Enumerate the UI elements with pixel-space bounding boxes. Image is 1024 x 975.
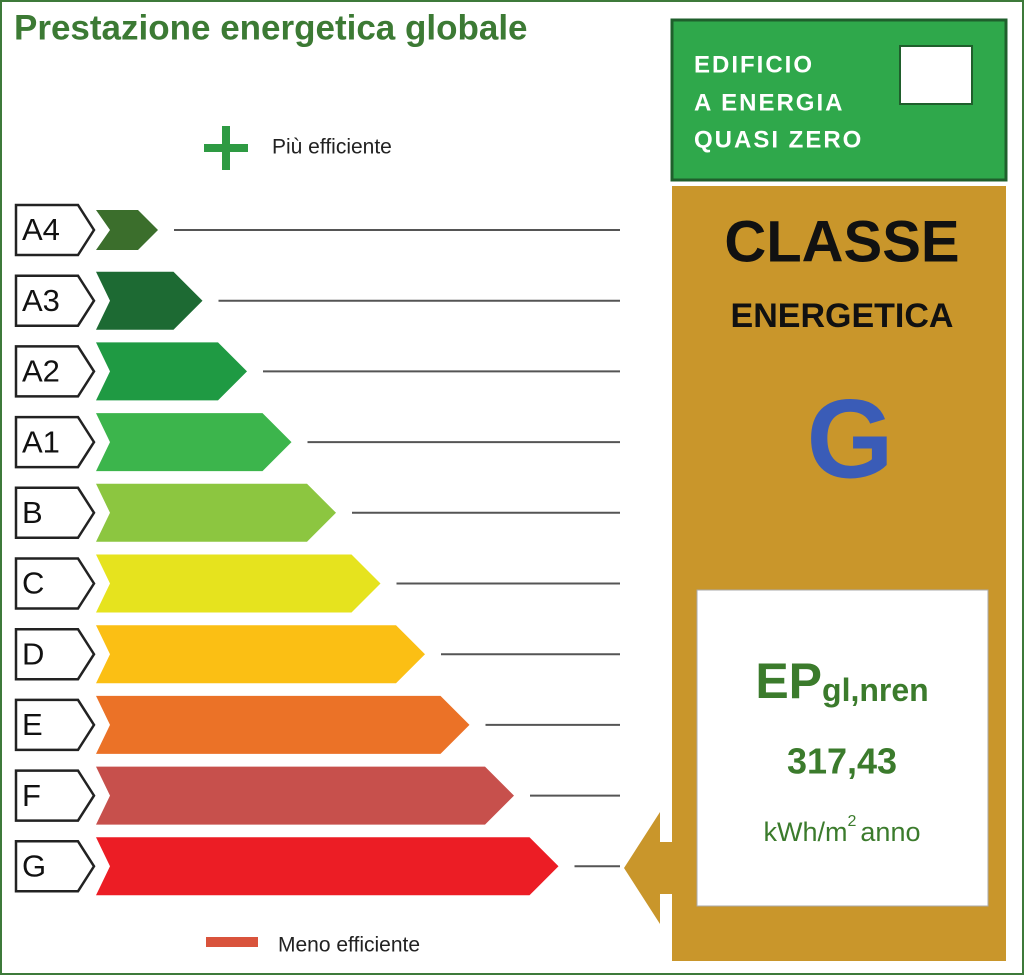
class-arrow (96, 695, 470, 754)
class-tag (14, 415, 96, 469)
class-tag-label: A4 (22, 212, 60, 247)
result-panel: CLASSE ENERGETICA G EPgl,nren 317,43 kWh… (624, 186, 1006, 961)
nzeb-line: QUASI ZERO (694, 126, 863, 153)
class-tag-label: C (22, 566, 44, 601)
minus (206, 937, 258, 947)
ep-label: EPgl,nren (755, 653, 928, 709)
plus-v (222, 126, 230, 170)
class-tag-label: D (22, 636, 44, 671)
class-arrow (96, 837, 559, 896)
class-tag (14, 557, 96, 610)
class-arrow (96, 271, 203, 330)
result-subheading: ENERGETICA (731, 297, 954, 335)
nzeb-checkbox (899, 45, 973, 105)
class-tag (14, 769, 96, 822)
class-tag-label: E (22, 707, 43, 742)
title: Prestazione energetica globale (14, 8, 528, 47)
class-tag-label: A1 (22, 424, 60, 459)
class-tag (14, 274, 96, 327)
bottom-label: Meno efficiente (278, 934, 420, 957)
class-tag-label: F (22, 778, 41, 813)
class-tag (14, 840, 96, 893)
scale: Più efficiente Meno efficiente A4 A3 A2 A1 B… (14, 126, 620, 957)
class-arrow (96, 413, 292, 472)
class-arrow (96, 766, 514, 825)
ep-box (696, 589, 989, 907)
ep-indicator-sub: gl,nren (822, 672, 929, 708)
nzeb-line: EDIFICIO (694, 51, 814, 78)
result-class: G (806, 377, 893, 502)
class-pointer (624, 812, 672, 924)
ep-unit: kWh/m2 anno (764, 813, 921, 847)
class-arrow (96, 554, 381, 613)
class-tag (14, 345, 96, 398)
ep-value: 317,43 (787, 741, 897, 782)
nzeb-line: A ENERGIA (694, 89, 844, 116)
class-arrow (96, 342, 247, 401)
class-tag (14, 698, 96, 752)
ep-unit-tail: anno (860, 817, 920, 847)
class-tag (14, 486, 96, 540)
class-tag-label: G (22, 848, 46, 883)
class-tag (14, 627, 96, 681)
class-arrow (96, 483, 336, 542)
class-tag (14, 203, 96, 257)
nzeb-box: EDIFICIO A ENERGIA QUASI ZERO (670, 18, 1008, 182)
top-label: Più efficiente (272, 136, 392, 159)
ep-unit-sup: 2 (848, 813, 857, 830)
class-tag-label: B (22, 495, 43, 530)
ep-unit-main: kWh/m (764, 817, 848, 847)
class-arrow (96, 625, 425, 684)
class-tag-label: A2 (22, 354, 60, 389)
result-heading: CLASSE (724, 209, 959, 274)
class-tag-label: A3 (22, 283, 60, 318)
ep-indicator: EP (755, 653, 822, 709)
class-arrow (96, 210, 158, 250)
